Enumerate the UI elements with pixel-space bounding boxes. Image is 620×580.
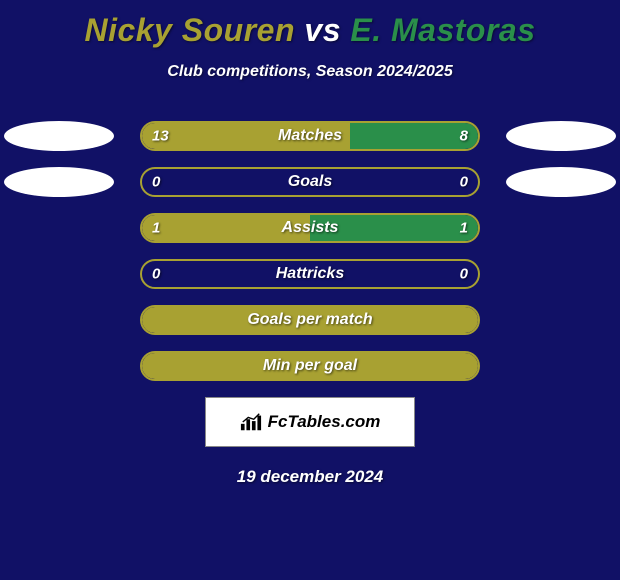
stat-bar: Goals per match [140,305,480,335]
player2-avatar [506,121,616,151]
comparison-title: Nicky Souren vs E. Mastoras [0,0,620,49]
stat-row: Goals0 0 [0,167,620,197]
stat-bar: Goals0 0 [140,167,480,197]
stat-bar: Assists11 [140,213,480,243]
attribution-text: FcTables.com [268,412,381,432]
player2-avatar [506,167,616,197]
subtitle: Club competitions, Season 2024/2025 [0,63,620,81]
stat-bar: Min per goal [140,351,480,381]
bar-fill-player1 [142,215,310,241]
stat-row: Assists11 [0,213,620,243]
date-text: 19 december 2024 [0,467,620,487]
player1-avatar [4,167,114,197]
stat-label: Goals [142,173,478,191]
player1-name: Nicky Souren [84,12,295,48]
bar-fill-player1 [142,123,350,149]
attribution-badge: FcTables.com [205,397,415,447]
stat-bar: Hattricks0 0 [140,259,480,289]
stat-value-player2: 0 [460,174,468,191]
stat-value-player2: 1 [460,220,468,237]
player1-avatar [4,121,114,151]
stat-row: Min per goal [0,351,620,381]
bar-fill-player2 [310,215,478,241]
stat-value-player1: 1 [152,220,160,237]
stat-label: Hattricks [142,265,478,283]
stat-value-player2: 8 [460,128,468,145]
stat-value-player1: 0 [152,266,160,283]
vs-text: vs [304,12,341,48]
stat-value-player1: 0 [152,174,160,191]
stat-row: Matches138 [0,121,620,151]
stat-row: Goals per match [0,305,620,335]
player2-name: E. Mastoras [350,12,535,48]
stat-value-player1: 13 [152,128,169,145]
bar-fill [142,353,478,379]
chart-icon [240,412,262,432]
stat-row: Hattricks0 0 [0,259,620,289]
stat-bar: Matches138 [140,121,480,151]
comparison-chart: Matches138Goals00Assists11Hattricks00Goa… [0,121,620,381]
stat-value-player2: 0 [460,266,468,283]
bar-fill [142,307,478,333]
